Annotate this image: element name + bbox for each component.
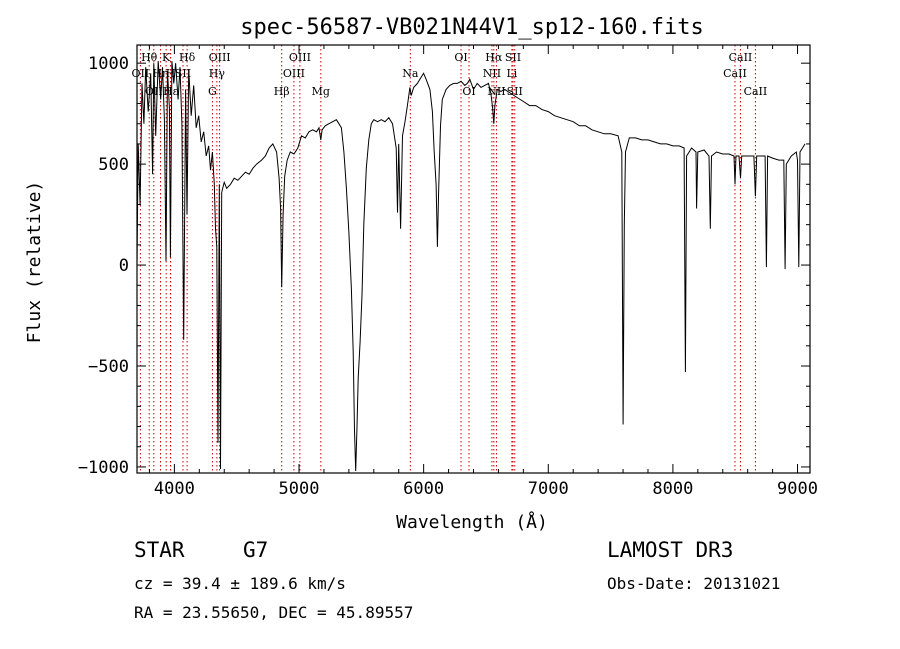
line-label-12: Hβ (274, 85, 290, 98)
x-axis-title: Wavelength (Å) (396, 511, 548, 533)
redshift-cz: cz = 39.4 ± 189.6 km/s (134, 574, 346, 593)
line-label-7: Hδ (179, 51, 196, 64)
line-label-15: Mg (312, 85, 330, 98)
line-label-13: OIII (289, 51, 311, 64)
line-markers (139, 45, 756, 473)
line-label-6: Hε (163, 85, 179, 98)
plot-frame (136, 44, 811, 474)
line-label-18: OI (462, 85, 475, 98)
obs-date: Obs-Date: 20131021 (607, 574, 781, 593)
object-class: STAR (134, 538, 185, 562)
x-tick-label-4000: 4000 (154, 479, 195, 499)
line-label-26: CaII (723, 67, 747, 80)
line-label-2: OII (145, 85, 163, 98)
y-tick-label--1000: −1000 (78, 458, 129, 478)
line-label-8: SII (175, 67, 191, 80)
y-axis-title: Flux (relative) (24, 181, 45, 344)
x-tick-label-9000: 9000 (777, 479, 818, 499)
survey-label: LAMOST DR3 (607, 538, 734, 562)
line-label-9: OIII (209, 51, 231, 64)
x-tick-label-7000: 7000 (528, 479, 569, 499)
y-tick-label--500: −500 (88, 357, 129, 377)
line-label-19: Hα (485, 51, 503, 64)
line-label-27: CaII (744, 85, 768, 98)
x-tick-label-5000: 5000 (279, 479, 320, 499)
spectrum-line (136, 61, 806, 472)
line-label-20: NII (483, 67, 501, 80)
line-label-25: CaII (729, 51, 753, 64)
coordinates: RA = 23.55650, DEC = 45.89557 (134, 603, 414, 622)
line-label-4: K (162, 51, 171, 64)
line-label-0: OII (132, 67, 150, 80)
line-label-11: G (208, 85, 217, 98)
y-tick-label-1000: 1000 (88, 54, 129, 74)
line-label-10: Hγ (209, 67, 226, 80)
line-label-21: NII (487, 85, 505, 98)
y-tick-label-0: 0 (119, 256, 129, 276)
x-tick-label-8000: 8000 (652, 479, 693, 499)
line-label-22: SII (505, 51, 521, 64)
axis-ticks: 4000 5000 6000 7000 8000 9000 −1000 −500 0 500 100… (78, 45, 818, 499)
line-label-23: Li (506, 67, 517, 80)
line-label-14: OIII (283, 67, 305, 80)
y-tick-label-500: 500 (98, 155, 129, 175)
line-label-3: Hη (152, 67, 168, 80)
line-label-24: SII (507, 85, 523, 98)
line-label-1: Hθ (141, 51, 158, 64)
x-tick-label-6000: 6000 (403, 479, 444, 499)
object-subclass: G7 (243, 538, 269, 562)
line-label-16: Na (402, 67, 419, 80)
chart-title: spec-56587-VB021N44V1_sp12-160.fits (240, 15, 704, 40)
line-label-5: H (166, 67, 176, 80)
line-label-17: OI (454, 51, 467, 64)
